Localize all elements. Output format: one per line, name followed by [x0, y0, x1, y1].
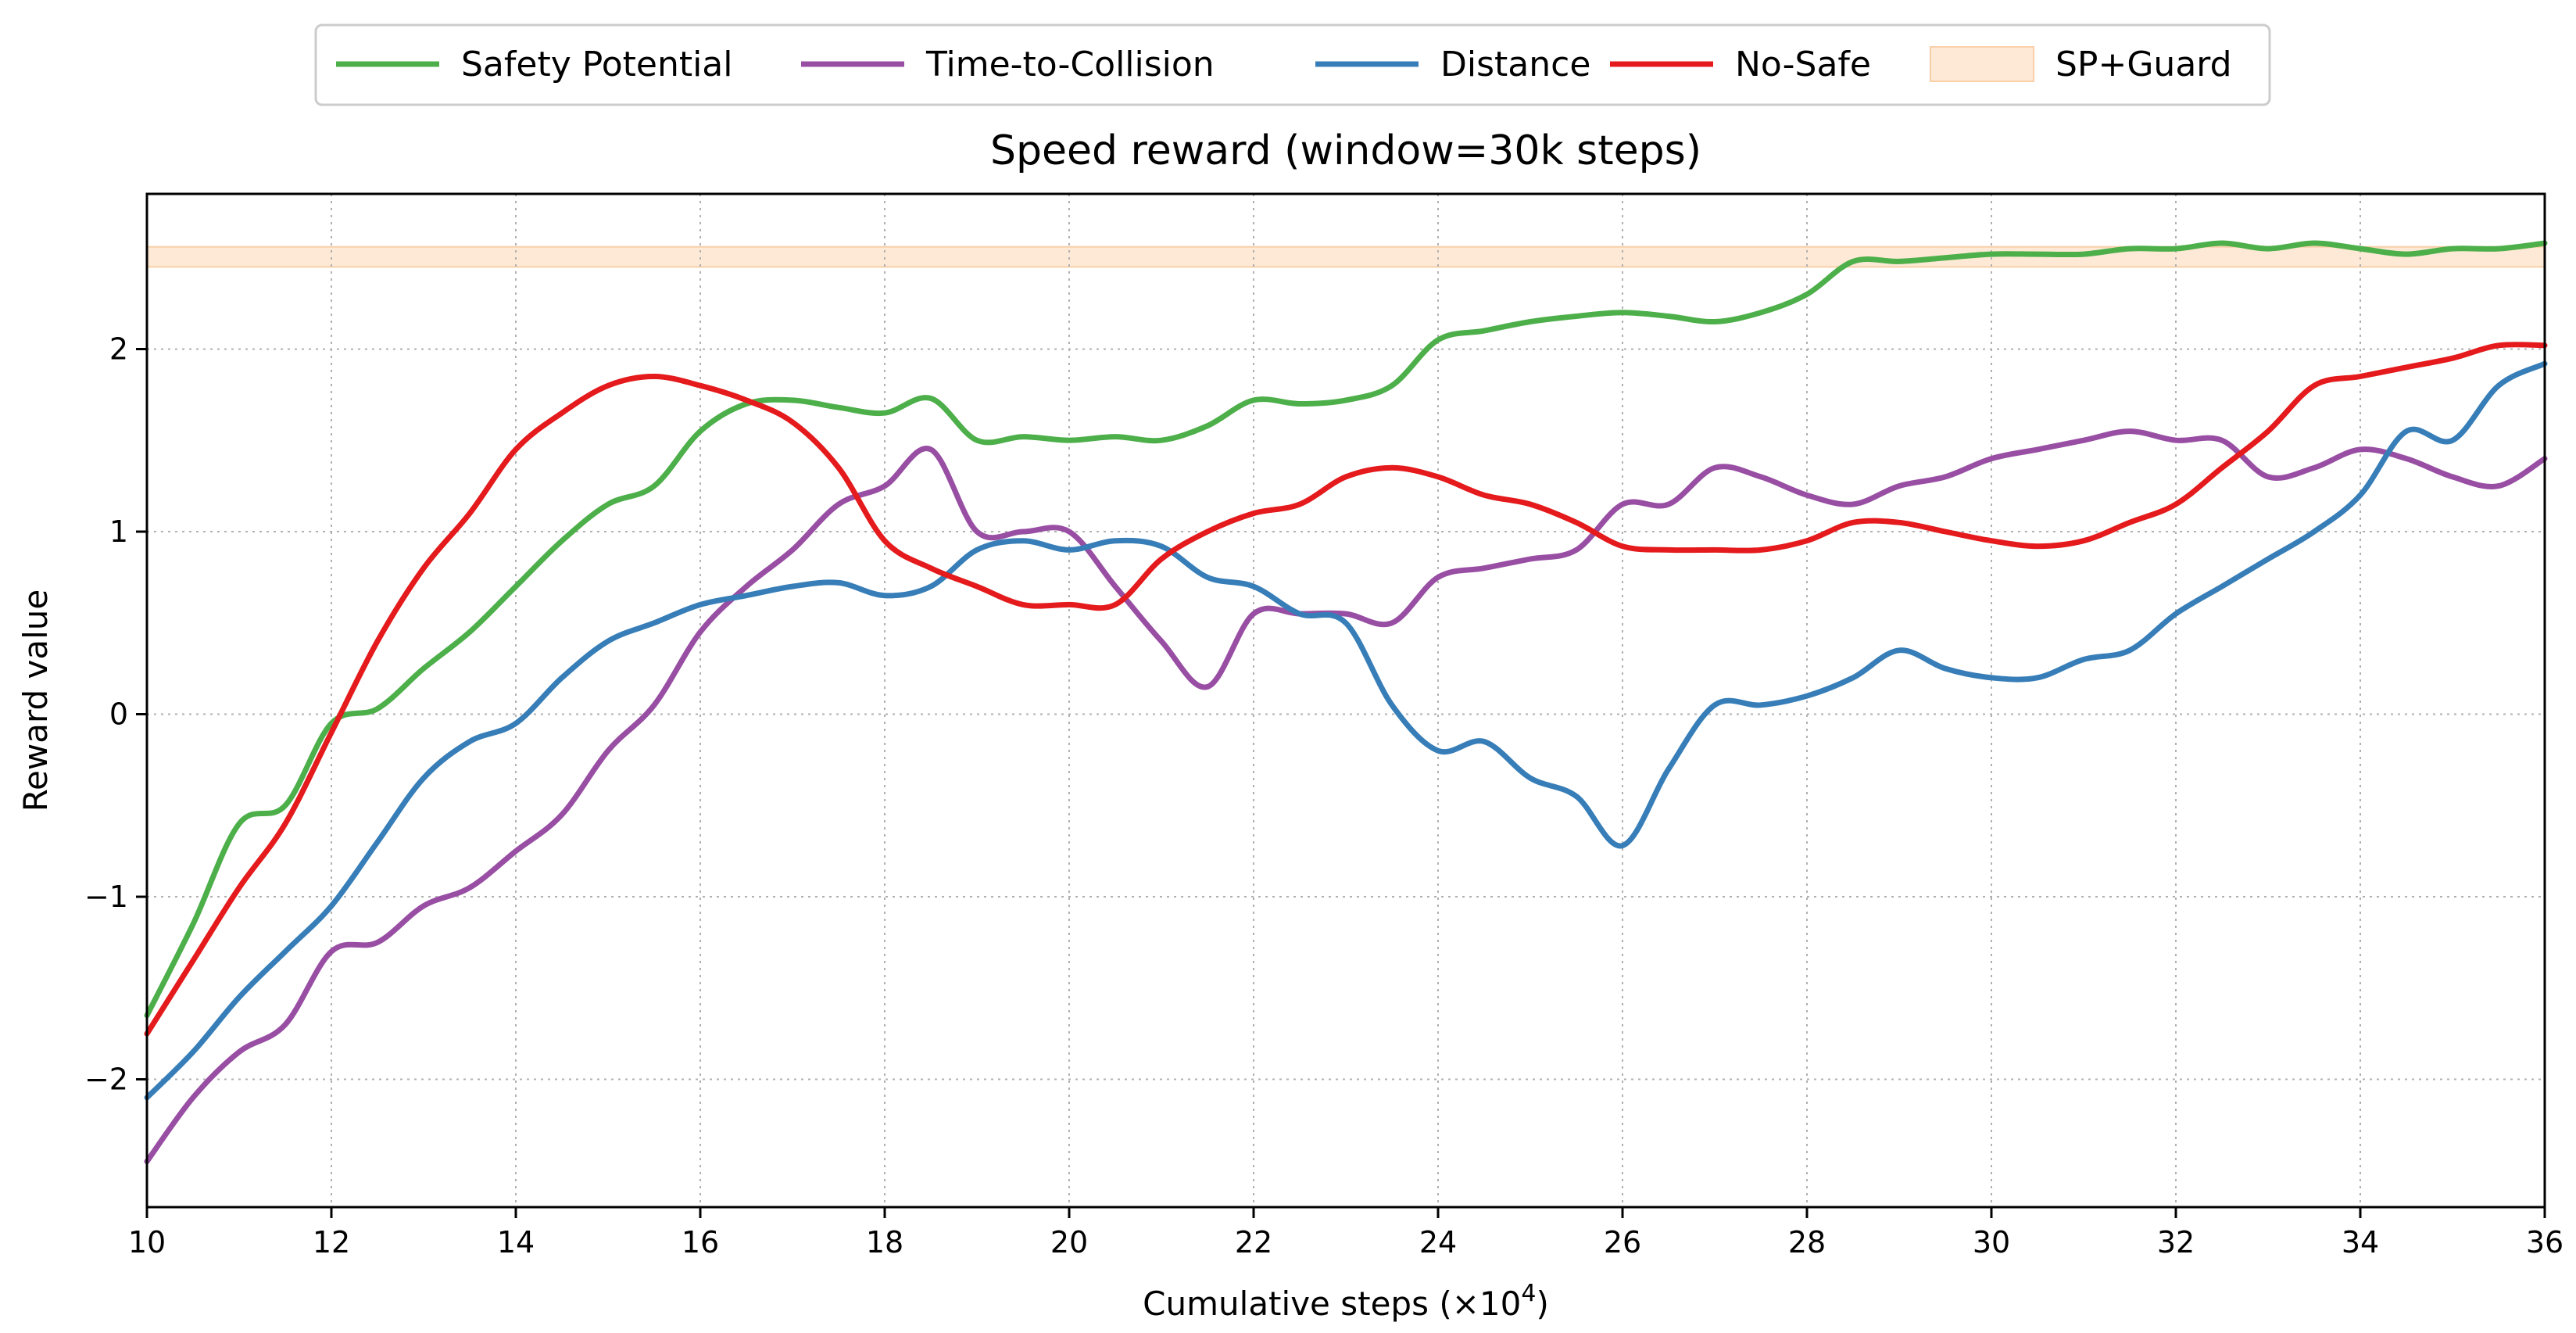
y-tick-label: 2 — [109, 331, 128, 366]
series-line-distance — [144, 360, 2548, 1101]
series-line-no-safe — [144, 342, 2548, 1037]
legend-label-distance: Distance — [1440, 45, 1590, 84]
x-tick-label: 12 — [313, 1225, 350, 1260]
x-tick-label: 30 — [1973, 1225, 2010, 1260]
legend-label-time-to-collision: Time-to-Collision — [925, 45, 1215, 84]
plot-frame — [145, 192, 2546, 1209]
series-line-safety-potential — [144, 240, 2548, 1019]
legend: Safety Potential Time-to-Collision Distanc… — [314, 23, 2271, 106]
y-tick-label: 1 — [109, 514, 128, 549]
series-line-time-to-collision — [144, 428, 2548, 1165]
y-tick-label: 0 — [109, 697, 128, 732]
x-tick-label: 22 — [1235, 1225, 1272, 1260]
chart-title: Speed reward (window=30k steps) — [990, 127, 1701, 174]
x-tick-label: 34 — [2342, 1225, 2379, 1260]
x-axis-label-superscript: 4 — [1521, 1280, 1536, 1307]
x-tick-label: 20 — [1050, 1225, 1088, 1260]
x-tick-label: 26 — [1604, 1225, 1641, 1260]
legend-label-no-safe: No-Safe — [1735, 45, 1871, 84]
x-tick-label: 14 — [497, 1225, 535, 1260]
legend-frame — [314, 23, 2271, 106]
x-tick-label: 10 — [128, 1225, 166, 1260]
legend-label-safety-potential: Safety Potential — [461, 45, 733, 84]
y-tick-label: −2 — [84, 1062, 128, 1097]
x-tick-label: 36 — [2526, 1225, 2563, 1260]
x-tick-label: 24 — [1419, 1225, 1457, 1260]
x-axis-label: Cumulative steps (×104) — [1143, 1280, 1549, 1323]
legend-label-sp-guard: SP+Guard — [2055, 45, 2232, 84]
legend-swatch-sp-guard — [1930, 46, 2034, 82]
x-tick-label: 28 — [1788, 1225, 1826, 1260]
y-tick-label: −1 — [84, 880, 128, 914]
y-axis-label: Reward value — [16, 589, 55, 812]
x-tick-label: 18 — [866, 1225, 903, 1260]
x-tick-label: 16 — [682, 1225, 719, 1260]
x-tick-label: 32 — [2157, 1225, 2195, 1260]
